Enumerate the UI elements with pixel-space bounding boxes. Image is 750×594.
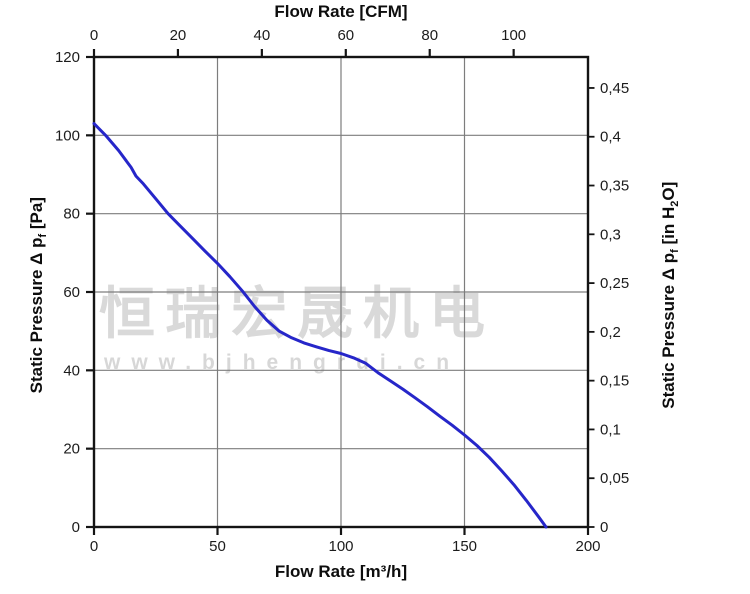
watermark-text: 恒瑞宏晟机电 [99,282,495,345]
bottom-axis-tick-label: 200 [575,538,600,555]
left-axis-tick-label: 0 [72,519,80,536]
right-axis-tick-label: 0,35 [600,178,629,195]
top-axis-tick-label: 60 [337,27,354,44]
top-axis-tick-label: 0 [90,27,98,44]
right-axis-tick-label: 0,05 [600,470,629,487]
axis-title-text: O] [658,181,678,201]
right-axis-tick-label: 0,45 [600,80,629,97]
right-axis-tick-label: 0,3 [600,226,621,243]
bottom-axis-tick-label: 0 [90,538,98,555]
left-axis-tick-label: 60 [63,284,80,301]
right-axis-tick-label: 0,25 [600,275,629,292]
axis-title-text: Static Pressure Δ p [658,252,678,409]
top-axis-tick-label: 100 [501,27,526,44]
right-axis-tick-label: 0,4 [600,129,621,146]
right-axis-tick-label: 0,15 [600,373,629,390]
left-axis-tick-label: 100 [55,127,80,144]
axis-title-text: Static Pressure Δ p [26,237,46,394]
left-axis-tick-label: 120 [55,49,80,66]
watermark-url: www.bjhengrui.cn [104,351,461,374]
axis-title-subscript: f [37,233,50,238]
bottom-axis-tick-label: 100 [328,538,353,555]
left-axis-tick-label: 20 [63,441,80,458]
right-axis-tick-label: 0,2 [600,324,621,341]
bottom-axis-tick-label: 50 [209,538,226,555]
top-axis-title: Flow Rate [CFM] [274,2,408,21]
right-axis-title: Static Pressure Δ pf [in H2O] [657,125,687,465]
left-axis-tick-label: 80 [63,206,80,223]
top-axis-tick-label: 20 [170,27,187,44]
axis-title-subscript: f [669,249,682,253]
bottom-axis-title: Flow Rate [m³/h] [274,562,408,581]
top-axis-tick-label: 80 [421,27,438,44]
axis-title-subscript: 2 [669,200,682,207]
fan-curve-line [92,122,548,529]
left-axis-title: Static Pressure Δ pf [Pa] [25,125,55,465]
axis-title-text: [Pa] [26,197,46,234]
top-axis-tick-label: 40 [254,27,271,44]
axis-title-text: [in H [658,206,678,250]
left-axis-tick-label: 40 [63,362,80,379]
bottom-axis-tick-label: 150 [452,538,477,555]
right-axis-tick-label: 0 [600,519,608,536]
right-axis-tick-label: 0,1 [600,421,621,438]
